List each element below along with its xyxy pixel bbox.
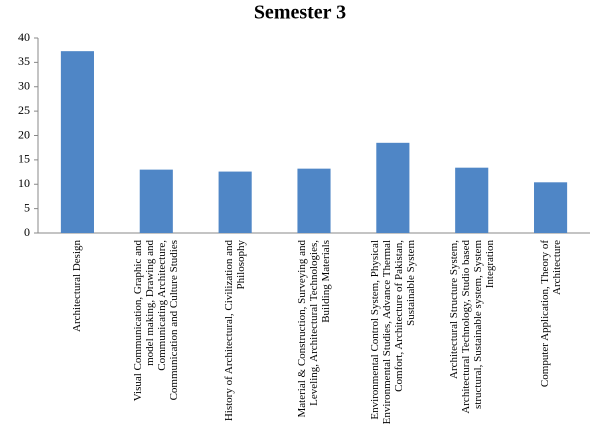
chart-title: Semester 3: [254, 2, 346, 24]
x-tick-label: Material & Construction, Surveying and L…: [296, 240, 332, 418]
y-tick-label: 5: [24, 200, 30, 214]
x-tick-label: Visual Communication, Graphic and model …: [132, 240, 181, 402]
bar: [455, 167, 489, 233]
bar: [297, 168, 331, 233]
bar: [139, 169, 173, 233]
y-tick-label: 20: [18, 127, 30, 141]
y-tick-label: 10: [18, 176, 30, 190]
y-tick-label: 25: [18, 103, 30, 117]
bar: [376, 142, 410, 233]
bar: [60, 51, 94, 233]
y-tick-label: 40: [18, 30, 30, 44]
x-tick-label: Architectural Structure System, Architec…: [447, 240, 496, 414]
x-tick-label: Computer Application, Theory of Architec…: [538, 240, 563, 388]
x-tick-label: History of Architectural, Civilization a…: [223, 240, 248, 422]
bar: [534, 182, 568, 233]
x-tick-label: Architectural Design: [71, 240, 84, 332]
y-tick-label: 0: [24, 225, 30, 239]
bar: [218, 171, 252, 233]
y-tick-label: 35: [18, 54, 30, 68]
y-tick-label: 15: [18, 152, 30, 166]
y-tick-label: 30: [18, 79, 30, 93]
x-tick-label: Environmental Control System, Physical E…: [368, 240, 417, 425]
